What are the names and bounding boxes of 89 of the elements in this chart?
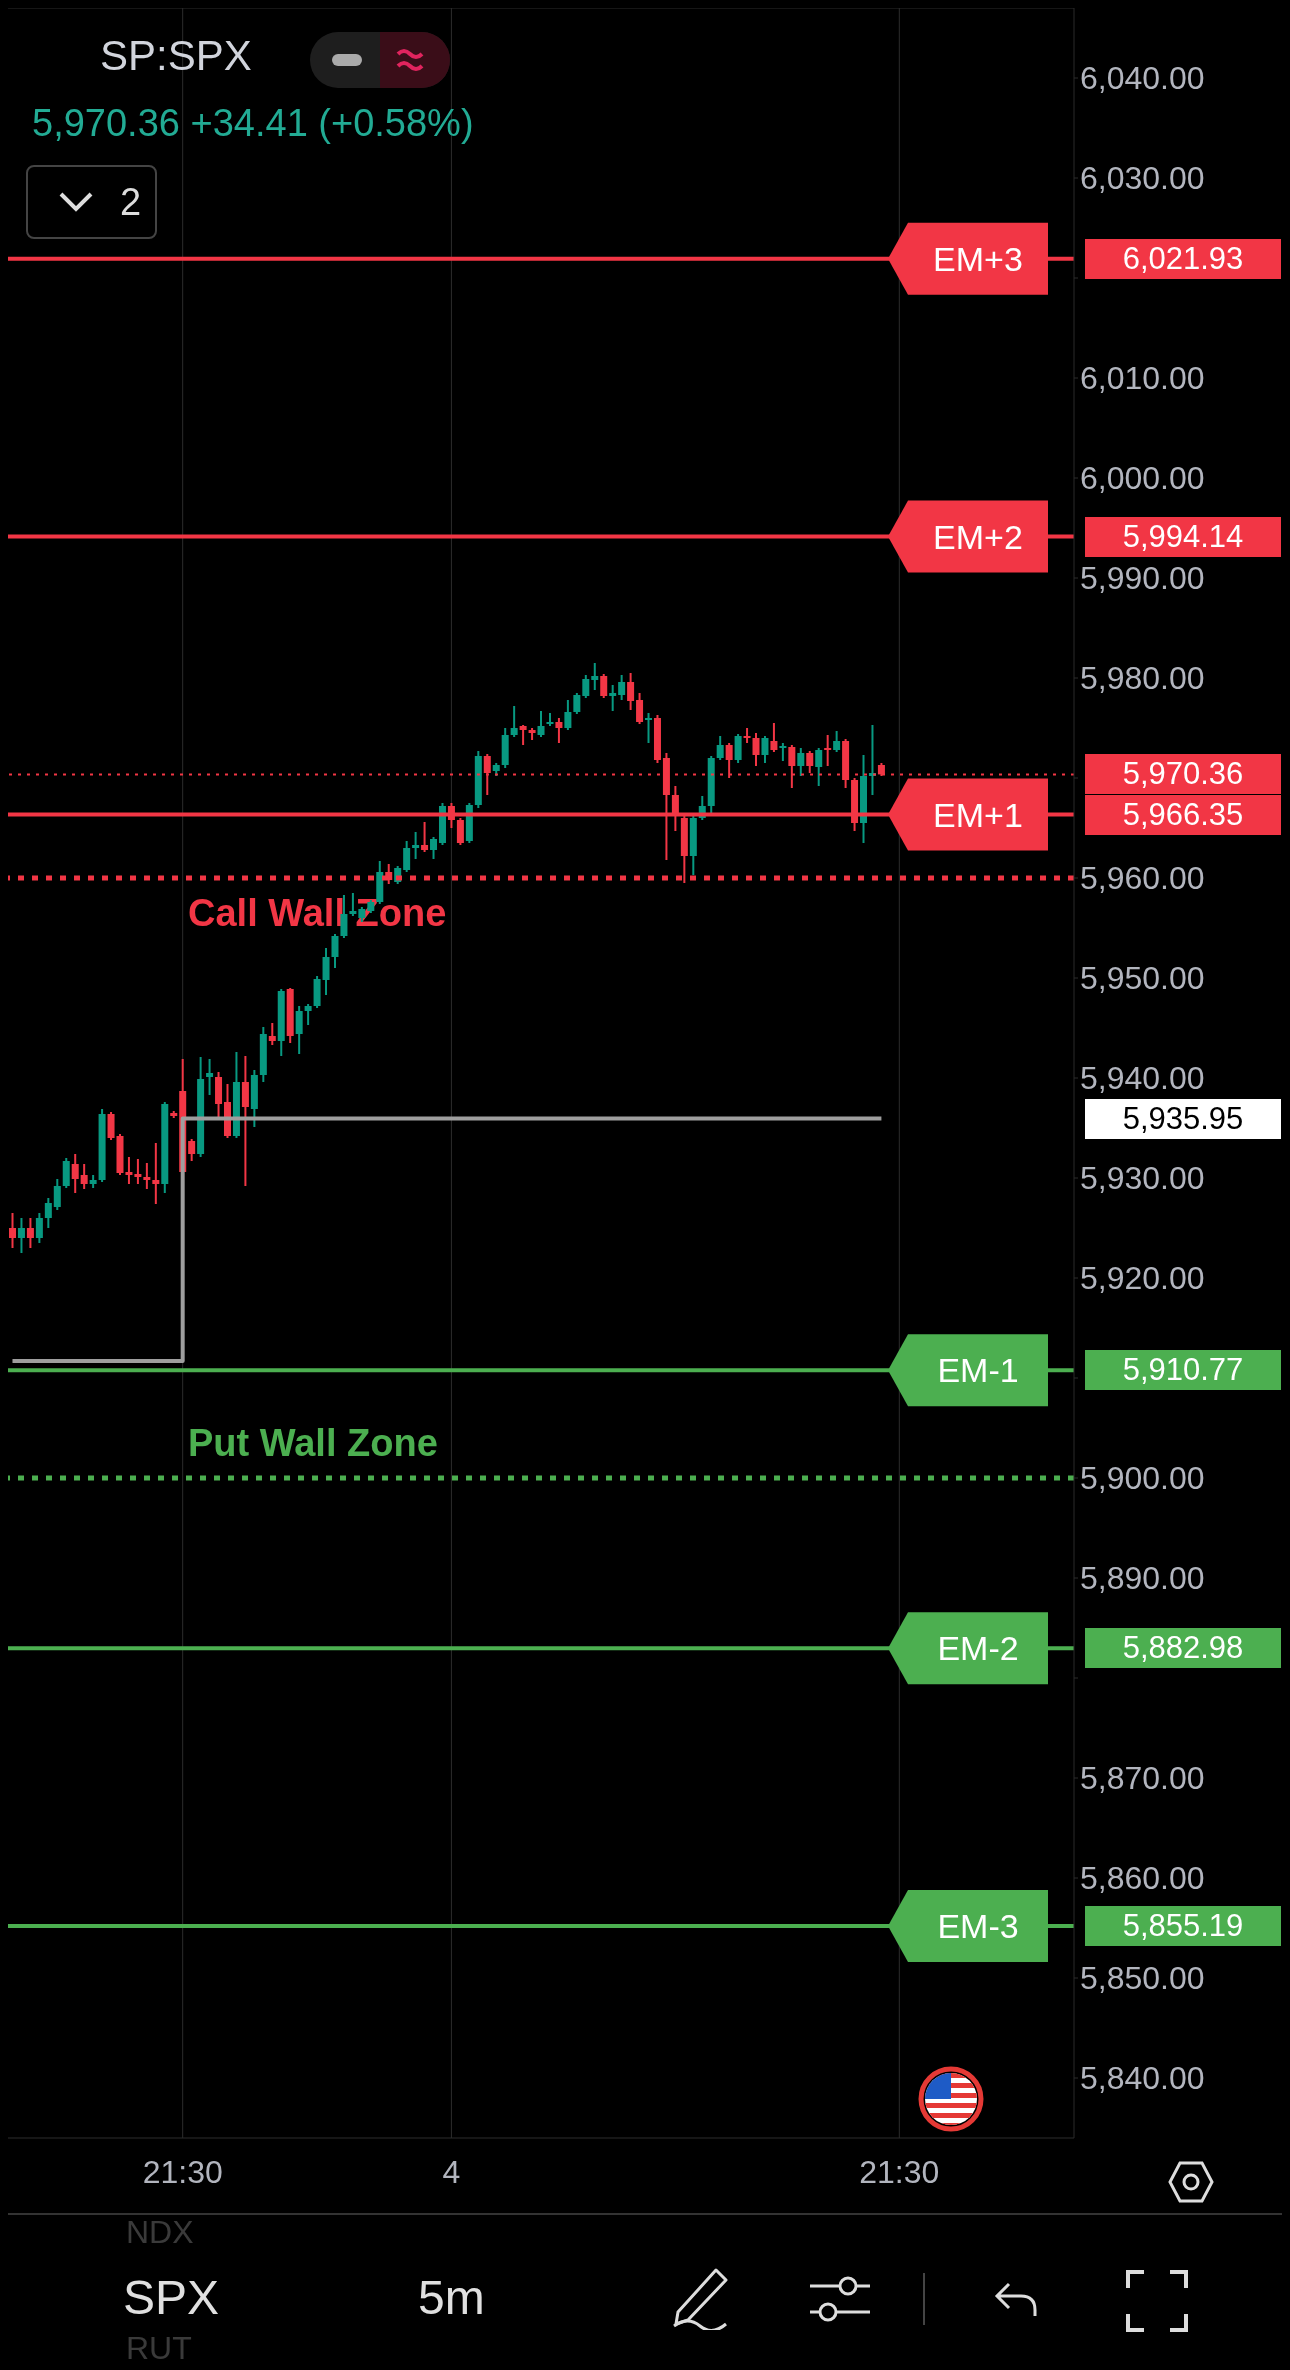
y-tick-label: 5,850.00 xyxy=(1080,1960,1205,1997)
text: 5,970.36 xyxy=(1085,754,1281,795)
candlestick xyxy=(268,1022,276,1046)
candlestick xyxy=(573,692,581,715)
y-tick-label: 5,900.00 xyxy=(1080,1460,1205,1497)
y-tick-label: 5,980.00 xyxy=(1080,660,1205,697)
y-tick-label: 5,870.00 xyxy=(1080,1760,1205,1797)
text: SPX xyxy=(123,2270,220,2325)
text: 5,966.35 xyxy=(1085,794,1281,835)
text: 5,994.14 xyxy=(1085,516,1281,557)
ref-line-label: EM+3 xyxy=(933,239,1023,278)
candlestick xyxy=(761,735,769,764)
x-tick-label: 4 xyxy=(442,2153,461,2190)
candlestick xyxy=(188,1138,196,1162)
candlestick xyxy=(555,717,563,744)
y-tick-label: 6,010.00 xyxy=(1080,360,1205,397)
candlestick xyxy=(80,1163,88,1190)
text: 5,855.19 xyxy=(1085,1906,1281,1947)
ref-line-label: EM+1 xyxy=(933,795,1023,834)
candlestick xyxy=(403,840,411,873)
text: NDX xyxy=(126,2214,194,2251)
candlestick xyxy=(421,821,429,853)
candlestick xyxy=(71,1153,79,1194)
candlestick xyxy=(734,733,742,764)
candlestick xyxy=(206,1058,214,1096)
y-tick-label: 5,990.00 xyxy=(1080,560,1205,597)
y-tick-label: 5,890.00 xyxy=(1080,1560,1205,1597)
ref-line-label: EM-1 xyxy=(937,1351,1019,1390)
y-tick-label: 5,920.00 xyxy=(1080,1260,1205,1297)
text: 5,882.98 xyxy=(1085,1628,1281,1669)
y-tick-label: 5,960.00 xyxy=(1080,860,1205,897)
candlestick xyxy=(17,1217,25,1254)
ref-line-label: EM+2 xyxy=(933,517,1023,556)
candlestick xyxy=(134,1158,142,1185)
candlestick xyxy=(716,735,724,761)
candlestick xyxy=(627,672,635,711)
candlestick xyxy=(833,730,841,753)
candlestick xyxy=(412,831,420,860)
candlestick xyxy=(53,1178,61,1211)
candlestick xyxy=(430,836,438,860)
text: 6,021.93 xyxy=(1085,238,1281,279)
candlestick xyxy=(44,1197,52,1229)
y-tick-label: 5,950.00 xyxy=(1080,960,1205,997)
annotation: 2 xyxy=(120,181,142,224)
ref-line-label: EM-2 xyxy=(937,1629,1019,1668)
text: 5m xyxy=(418,2270,485,2325)
y-tick-label: 5,940.00 xyxy=(1080,1060,1205,1097)
candlestick xyxy=(322,947,330,996)
candlestick xyxy=(125,1156,133,1185)
candlestick xyxy=(609,684,617,712)
ref-line-label: Put Wall Zone xyxy=(188,1422,438,1465)
x-tick-label: 21:30 xyxy=(859,2153,940,2190)
candlestick xyxy=(824,734,832,767)
x-tick-label: 21:30 xyxy=(142,2153,223,2190)
candlestick xyxy=(510,705,518,738)
candlestick xyxy=(564,699,572,731)
candlestick xyxy=(26,1217,34,1249)
text: 5,910.77 xyxy=(1085,1350,1281,1391)
text: 5,970.36 +34.41 (+0.58%) xyxy=(32,102,474,145)
candlestick xyxy=(645,712,653,744)
candlestick xyxy=(815,747,823,787)
ref-line-label: EM-3 xyxy=(937,1907,1019,1946)
candlestick xyxy=(519,724,527,746)
candlestick xyxy=(797,747,805,777)
candlestick xyxy=(770,722,778,753)
text: 5,935.95 xyxy=(1085,1098,1281,1139)
y-tick-label: 6,030.00 xyxy=(1080,160,1205,197)
candlestick xyxy=(331,933,339,969)
y-tick-label: 5,840.00 xyxy=(1080,2060,1205,2097)
candlestick xyxy=(143,1162,151,1190)
candlestick xyxy=(752,732,760,767)
candlestick xyxy=(537,710,545,738)
candlestick xyxy=(591,662,599,691)
y-tick-label: 5,930.00 xyxy=(1080,1160,1205,1197)
text: SP:SPX xyxy=(100,32,252,80)
candlestick xyxy=(349,892,357,917)
candlestick xyxy=(618,674,626,701)
candlestick xyxy=(152,1142,160,1205)
candlestick xyxy=(295,1005,303,1055)
candlestick xyxy=(636,692,644,725)
y-tick-label: 6,000.00 xyxy=(1080,460,1205,497)
y-tick-label: 5,860.00 xyxy=(1080,1860,1205,1897)
y-tick-label: 6,040.00 xyxy=(1080,60,1205,97)
candlestick xyxy=(35,1212,43,1244)
candlestick xyxy=(9,1212,16,1249)
candlestick xyxy=(304,1003,312,1026)
candlestick xyxy=(600,673,608,699)
text: RUT xyxy=(126,2330,192,2367)
candlestick xyxy=(582,674,590,699)
